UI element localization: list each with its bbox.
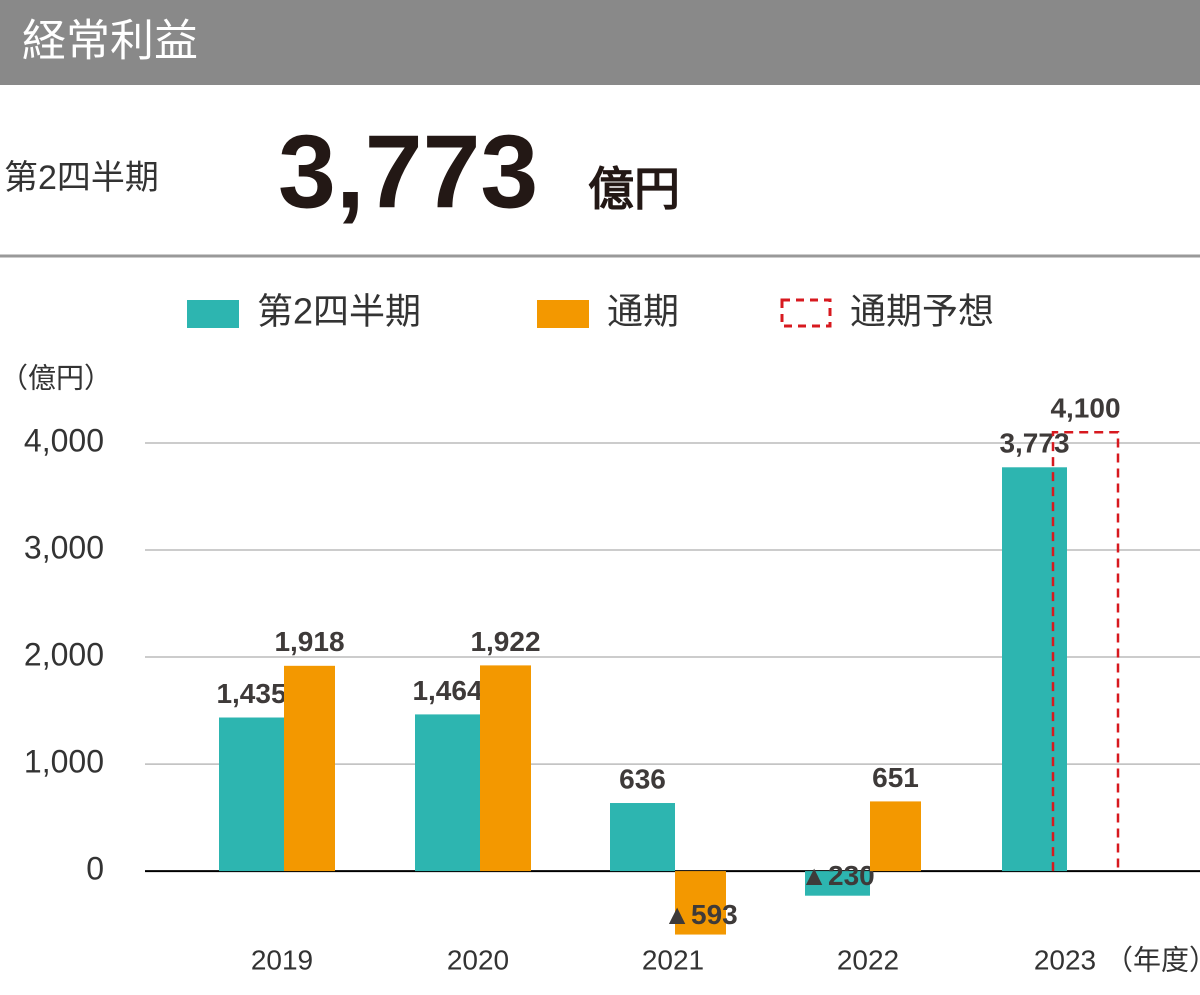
value-label: 1,918 <box>274 626 344 657</box>
y-tick-label: 1,000 <box>24 744 104 780</box>
value-label: ▲230 <box>800 860 874 891</box>
bar <box>870 801 921 872</box>
legend-swatch <box>187 300 239 328</box>
headline-value: 3,773 <box>278 114 538 230</box>
bar <box>480 665 531 872</box>
forecast-bar <box>1051 431 1120 872</box>
header-bar <box>0 0 1200 85</box>
x-tick-label: 2020 <box>447 944 509 975</box>
y-tick-label: 0 <box>86 851 104 887</box>
y-tick-label: 4,000 <box>24 422 104 458</box>
legend-label: 第2四半期 <box>257 291 421 332</box>
x-tick-label: 2022 <box>837 944 899 975</box>
value-label: 651 <box>872 762 919 793</box>
period-label: 第2四半期 <box>4 159 159 197</box>
legend-swatch <box>780 298 832 328</box>
bar <box>675 871 726 935</box>
legend-label: 通期 <box>607 291 679 332</box>
legend-label: 通期予想 <box>850 291 994 332</box>
bar <box>219 717 284 872</box>
headline-unit: 億円 <box>588 163 680 215</box>
bar <box>284 665 335 872</box>
value-label: ▲593 <box>663 899 737 930</box>
value-label: 1,435 <box>216 678 286 709</box>
x-axis-label: （年度） <box>1105 944 1200 975</box>
y-tick-label: 3,000 <box>24 529 104 565</box>
value-label: 1,464 <box>412 675 482 706</box>
value-label: 4,100 <box>1050 393 1120 424</box>
y-tick-label: 2,000 <box>24 636 104 672</box>
header-title: 経常利益 <box>22 17 198 66</box>
bar <box>805 871 870 896</box>
value-label: 1,922 <box>470 626 540 657</box>
x-tick-label: 2021 <box>642 944 704 975</box>
value-label: 636 <box>619 763 666 794</box>
x-tick-label: 2019 <box>251 944 313 975</box>
bar <box>610 803 675 872</box>
y-axis-label: （億円） <box>0 362 112 393</box>
bar <box>1002 467 1067 872</box>
legend-swatch <box>537 300 589 328</box>
x-tick-label: 2023 <box>1034 944 1096 975</box>
value-label: 3,773 <box>999 428 1069 459</box>
bar <box>415 714 480 872</box>
